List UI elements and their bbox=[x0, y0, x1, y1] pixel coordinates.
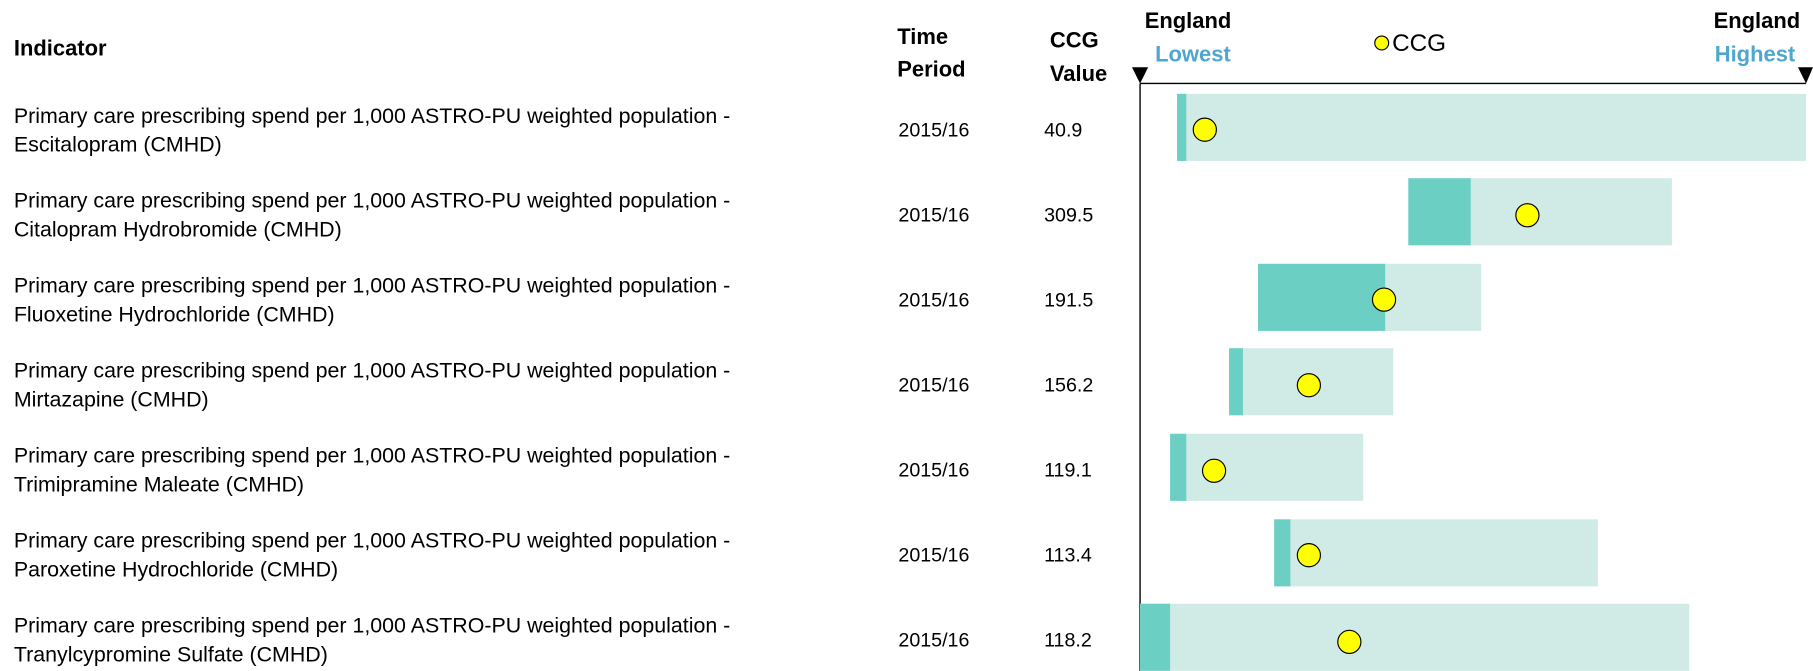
indicator-text: Paroxetine Hydrochloride (CMHD) bbox=[14, 558, 338, 582]
ccg-value: 119.1 bbox=[1044, 460, 1092, 482]
ccg-marker bbox=[1192, 117, 1217, 142]
header-period: Period bbox=[897, 57, 965, 82]
header-ccg: CCG bbox=[1050, 28, 1099, 53]
indicator-text: Tranylcypromine Sulfate (CMHD) bbox=[14, 643, 328, 667]
header-indicator: Indicator bbox=[14, 36, 107, 61]
indicator-text: Primary care prescribing spend per 1,000… bbox=[14, 274, 730, 298]
header-value: Value bbox=[1050, 61, 1107, 86]
ccg-value: 118.2 bbox=[1044, 630, 1092, 652]
ccg-marker bbox=[1296, 543, 1322, 568]
ccg-value: 40.9 bbox=[1044, 120, 1082, 142]
ccg-marker bbox=[1296, 373, 1322, 398]
indicator-text: Primary care prescribing spend per 1,000… bbox=[14, 189, 730, 213]
range-bar bbox=[1170, 433, 1364, 501]
ccg-marker bbox=[1201, 458, 1227, 483]
ccg-value: 113.4 bbox=[1044, 545, 1092, 567]
range-bar bbox=[1140, 603, 1690, 671]
header-england-low: England bbox=[1145, 8, 1232, 33]
triangle bbox=[1131, 67, 1149, 84]
rows: Primary care prescribing spend per 1,000… bbox=[14, 104, 1093, 667]
triangle bbox=[1797, 67, 1813, 84]
time-period: 2015/16 bbox=[898, 290, 969, 312]
ccg-marker bbox=[1337, 629, 1362, 655]
indicator-text: Primary care prescribing spend per 1,000… bbox=[14, 529, 730, 553]
quartile-bar bbox=[1229, 348, 1243, 416]
header-time: Time bbox=[897, 24, 948, 49]
header-england-high: England bbox=[1714, 8, 1801, 33]
time-period: 2015/16 bbox=[898, 375, 969, 397]
ccg-value: 156.2 bbox=[1044, 375, 1093, 397]
time-period: 2015/16 bbox=[898, 630, 969, 652]
ccg-value: 191.5 bbox=[1044, 290, 1093, 312]
header-highest: Highest bbox=[1715, 41, 1796, 66]
indicator-text: Mirtazapine (CMHD) bbox=[14, 388, 209, 412]
indicator-text: Primary care prescribing spend per 1,000… bbox=[14, 359, 730, 383]
ccg-marker bbox=[1515, 203, 1540, 228]
quartile-bar bbox=[1408, 178, 1471, 246]
time-period: 2015/16 bbox=[898, 460, 969, 482]
time-period: 2015/16 bbox=[898, 545, 969, 567]
indicator-text: Escitalopram (CMHD) bbox=[14, 133, 222, 157]
quartile-bar bbox=[1274, 519, 1291, 587]
ccg-marker bbox=[1371, 287, 1397, 312]
legend-label: CCG bbox=[1392, 30, 1446, 57]
header-lowest: Lowest bbox=[1155, 41, 1231, 66]
quartile-bar bbox=[1170, 433, 1187, 501]
indicator-text: Fluoxetine Hydrochloride (CMHD) bbox=[14, 303, 335, 327]
legend-marker bbox=[1374, 35, 1390, 51]
range-bar bbox=[1177, 93, 1807, 161]
indicator-text: Primary care prescribing spend per 1,000… bbox=[14, 444, 730, 468]
range-bar bbox=[1274, 519, 1598, 587]
ccg-value: 309.5 bbox=[1044, 205, 1093, 227]
quartile-bar bbox=[1177, 93, 1187, 161]
indicator-text: Primary care prescribing spend per 1,000… bbox=[14, 614, 730, 638]
indicator-text: Citalopram Hydrobromide (CMHD) bbox=[14, 218, 342, 242]
indicator-text: Primary care prescribing spend per 1,000… bbox=[14, 104, 730, 128]
indicator-text: Trimipramine Maleate (CMHD) bbox=[14, 473, 304, 497]
quartile-bar bbox=[1258, 263, 1386, 331]
spine-bars bbox=[1140, 93, 1807, 671]
quartile-bar bbox=[1140, 603, 1171, 671]
time-period: 2015/16 bbox=[898, 205, 969, 227]
time-period: 2015/16 bbox=[898, 120, 969, 142]
